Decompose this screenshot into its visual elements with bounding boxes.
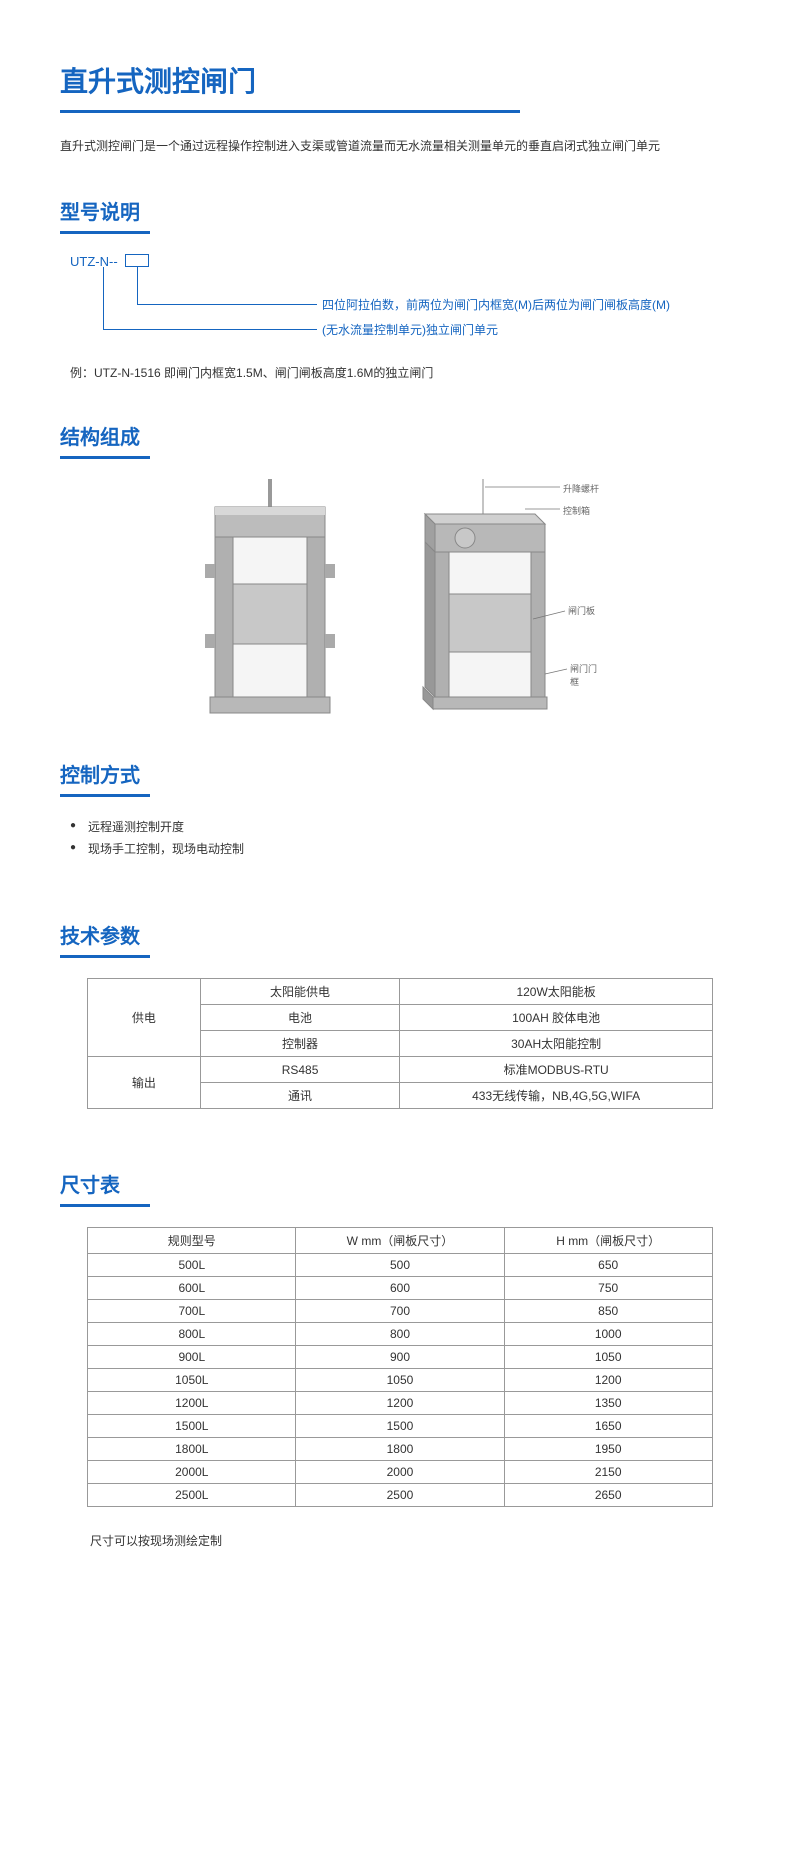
cell: 1800 [296, 1438, 504, 1461]
cell: 500 [296, 1254, 504, 1277]
section-underline [60, 794, 150, 797]
model-bracket [125, 254, 149, 267]
cell: 1200 [504, 1369, 712, 1392]
section-title-size: 尺寸表 [60, 1169, 740, 1198]
cell: 1350 [504, 1392, 712, 1415]
table-row: 700L700850 [88, 1300, 713, 1323]
model-label-1: 四位阿拉伯数，前两位为闸门内框宽(M)后两位为闸门闸板高度(M) [322, 296, 670, 313]
table-row: 900L9001050 [88, 1346, 713, 1369]
cell: 2500 [296, 1484, 504, 1507]
cell: 1800L [88, 1438, 296, 1461]
cell: H mm（闸板尺寸） [504, 1228, 712, 1254]
size-table: 规则型号 W mm（闸板尺寸） H mm（闸板尺寸） 500L500650 60… [87, 1227, 713, 1507]
label-gate-frame: 闸门门框 [570, 662, 605, 688]
cell: 433无线传输，NB,4G,5G,WIFA [400, 1083, 712, 1109]
cell: 100AH 胶体电池 [400, 1005, 712, 1031]
section-title-model: 型号说明 [60, 196, 740, 225]
cell: 1200L [88, 1392, 296, 1415]
intro-text: 直升式测控闸门是一个通过远程操作控制进入支渠或管道流量而无水流量相关测量单元的垂… [60, 137, 740, 156]
cell: 800 [296, 1323, 504, 1346]
cell: 2000L [88, 1461, 296, 1484]
control-list: 远程遥测控制开度 现场手工控制，现场电动控制 [70, 817, 740, 860]
cell: 1050 [504, 1346, 712, 1369]
cell: 900 [296, 1346, 504, 1369]
table-row: 2000L20002150 [88, 1461, 713, 1484]
cell: 650 [504, 1254, 712, 1277]
label-screw: 升降螺杆 [563, 482, 599, 495]
table-row: 1800L18001950 [88, 1438, 713, 1461]
cell: 2000 [296, 1461, 504, 1484]
list-item: 远程遥测控制开度 [70, 817, 740, 839]
cell: 2650 [504, 1484, 712, 1507]
cell: 600L [88, 1277, 296, 1300]
list-item: 现场手工控制，现场电动控制 [70, 839, 740, 861]
structure-images: 升降螺杆 控制箱 闸门板 闸门门框 [60, 479, 740, 719]
section-underline [60, 231, 150, 234]
cell: 30AH太阳能控制 [400, 1031, 712, 1057]
model-label-2: (无水流量控制单元)独立闸门单元 [322, 321, 498, 338]
tech-table: 供电 太阳能供电 120W太阳能板 电池 100AH 胶体电池 控制器 30AH… [87, 978, 713, 1109]
table-row: 输出 RS485 标准MODBUS-RTU [88, 1057, 713, 1083]
cell: 2150 [504, 1461, 712, 1484]
label-gate-board: 闸门板 [568, 604, 595, 617]
cell: 标准MODBUS-RTU [400, 1057, 712, 1083]
cell: 700L [88, 1300, 296, 1323]
table-row: 1200L12001350 [88, 1392, 713, 1415]
label-control-box: 控制箱 [563, 504, 590, 517]
model-diagram: UTZ-N-- 四位阿拉伯数，前两位为闸门内框宽(M)后两位为闸门闸板高度(M)… [60, 254, 740, 354]
table-row: 1050L10501200 [88, 1369, 713, 1392]
model-code: UTZ-N-- [70, 254, 118, 269]
size-note: 尺寸可以按现场测绘定制 [90, 1532, 740, 1549]
section-underline [60, 955, 150, 958]
cell: 控制器 [200, 1031, 400, 1057]
cell: 500L [88, 1254, 296, 1277]
gate-photo [195, 479, 345, 719]
cell: 电池 [200, 1005, 400, 1031]
cell: 1500L [88, 1415, 296, 1438]
table-row: 500L500650 [88, 1254, 713, 1277]
cell: 750 [504, 1277, 712, 1300]
connector-line [137, 304, 317, 305]
cell: 1050L [88, 1369, 296, 1392]
table-row: 2500L25002650 [88, 1484, 713, 1507]
gate-diagram: 升降螺杆 控制箱 闸门板 闸门门框 [405, 479, 605, 719]
cell: W mm（闸板尺寸） [296, 1228, 504, 1254]
cell: 1950 [504, 1438, 712, 1461]
page-title: 直升式测控闸门 [60, 60, 740, 100]
table-row: 1500L15001650 [88, 1415, 713, 1438]
model-example: 例：UTZ-N-1516 即闸门内框宽1.5M、闸门闸板高度1.6M的独立闸门 [70, 364, 740, 381]
section-underline [60, 1204, 150, 1207]
cell: 供电 [88, 979, 200, 1057]
connector-line [103, 329, 317, 330]
cell: 1000 [504, 1323, 712, 1346]
connector-line [137, 267, 138, 304]
cell: 规则型号 [88, 1228, 296, 1254]
title-underline [60, 110, 520, 113]
cell: 1200 [296, 1392, 504, 1415]
cell: 1500 [296, 1415, 504, 1438]
cell: 600 [296, 1277, 504, 1300]
cell: 850 [504, 1300, 712, 1323]
table-row: 600L600750 [88, 1277, 713, 1300]
table-row: 供电 太阳能供电 120W太阳能板 [88, 979, 713, 1005]
cell: 2500L [88, 1484, 296, 1507]
cell: 700 [296, 1300, 504, 1323]
cell: 120W太阳能板 [400, 979, 712, 1005]
cell: 1650 [504, 1415, 712, 1438]
connector-line [103, 267, 104, 329]
cell: 通讯 [200, 1083, 400, 1109]
section-title-tech: 技术参数 [60, 920, 740, 949]
section-title-control: 控制方式 [60, 759, 740, 788]
cell: 输出 [88, 1057, 200, 1109]
cell: 太阳能供电 [200, 979, 400, 1005]
section-underline [60, 456, 150, 459]
cell: 800L [88, 1323, 296, 1346]
cell: RS485 [200, 1057, 400, 1083]
cell: 1050 [296, 1369, 504, 1392]
section-title-structure: 结构组成 [60, 421, 740, 450]
table-row: 规则型号 W mm（闸板尺寸） H mm（闸板尺寸） [88, 1228, 713, 1254]
table-row: 800L8001000 [88, 1323, 713, 1346]
cell: 900L [88, 1346, 296, 1369]
